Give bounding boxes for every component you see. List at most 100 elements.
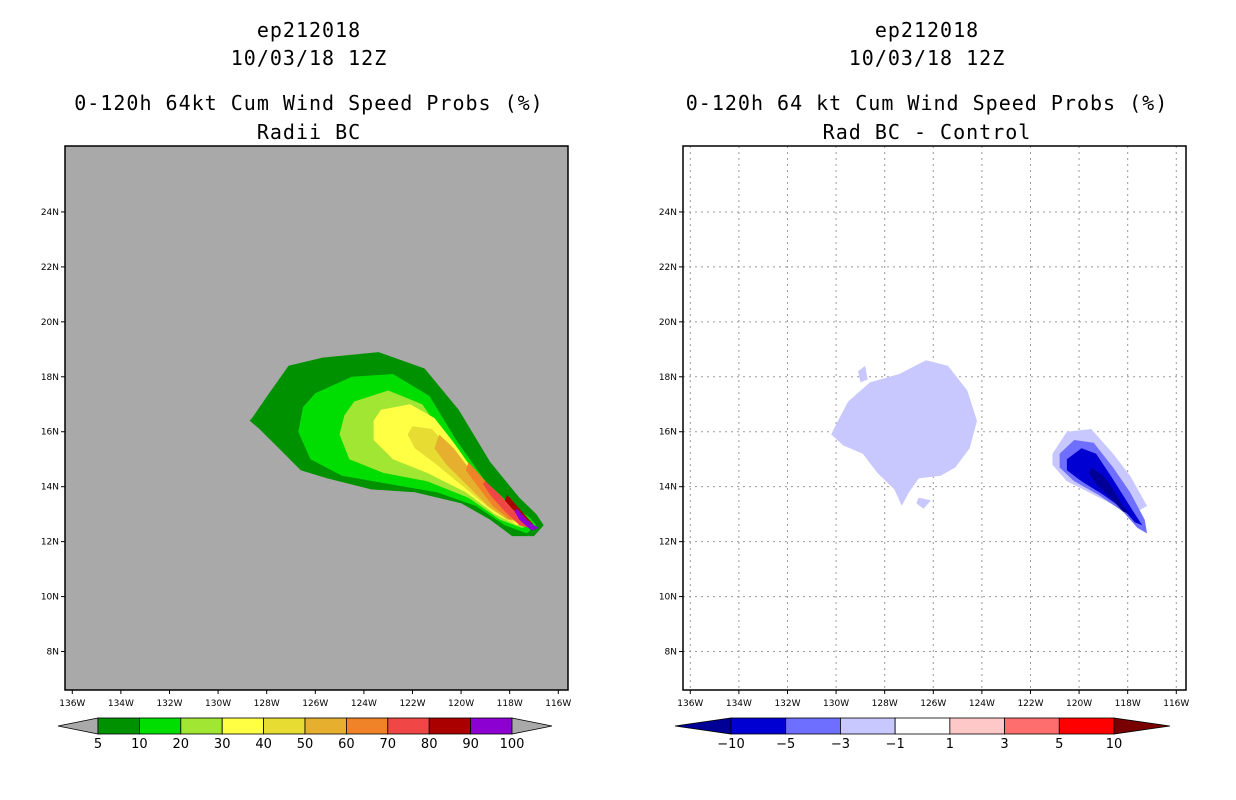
x-tick-label: 134W — [726, 699, 752, 709]
colorbar-label: −3 — [831, 737, 850, 752]
contour-level-neg1 — [858, 365, 868, 383]
right-chart-subtitle: Rad BC - Control — [822, 120, 1032, 144]
contour-fills — [249, 352, 544, 537]
colorbar-under-triangle — [674, 717, 732, 735]
colorbar-swatch — [345, 717, 389, 735]
colorbar-swatch — [470, 717, 513, 735]
right-datetime: 10/03/18 12Z — [848, 46, 1006, 70]
right-chart-title: 0-120h 64 kt Cum Wind Speed Probs (%) — [685, 91, 1169, 115]
contour-level-90 — [514, 508, 539, 531]
x-tick-label: 126W — [920, 699, 946, 709]
colorbar-label: 60 — [338, 737, 355, 752]
x-tick-label: 120W — [1066, 699, 1092, 709]
x-tick-label: 136W — [59, 699, 85, 709]
y-tick-label: 10N — [659, 593, 677, 603]
y-tick-label: 12N — [659, 538, 677, 548]
colorbar-label: −1 — [886, 737, 905, 752]
contour-level-neg1 — [916, 497, 931, 509]
colorbar-label: 40 — [255, 737, 272, 752]
colorbar-label: 1 — [946, 737, 954, 752]
x-tick-label: 116W — [1163, 699, 1189, 709]
plot-frame — [682, 145, 1187, 691]
colorbar-swatch — [263, 717, 306, 735]
x-tick-label: 132W — [774, 699, 800, 709]
x-tick-label: 128W — [872, 699, 898, 709]
colorbar-swatch — [387, 717, 430, 735]
colorbar-label: 5 — [1055, 737, 1063, 752]
y-tick-label: 14N — [659, 483, 677, 493]
colorbar-label: 5 — [94, 737, 102, 752]
colorbar-swatch — [221, 717, 264, 735]
colorbar-swatch — [138, 717, 182, 735]
colorbar-swatch — [428, 717, 472, 735]
x-tick-label: 130W — [205, 699, 231, 709]
colorbar-label: 10 — [131, 737, 148, 752]
y-tick-label: 16N — [41, 428, 59, 438]
colorbar-swatch — [1004, 717, 1060, 735]
x-tick-label: 122W — [1017, 699, 1043, 709]
y-tick-label: 12N — [41, 538, 59, 548]
colorbar: −10 −5 −3 −1 1 3 5 10 — [674, 717, 1171, 752]
colorbar-label: 80 — [421, 737, 438, 752]
colorbar-label: 100 — [500, 737, 525, 752]
right-storm-id: ep212018 — [874, 18, 980, 42]
y-tick-label: 24N — [659, 208, 677, 218]
contour-level-neg1 — [831, 360, 977, 506]
y-tick-label: 8N — [665, 648, 677, 658]
contour-fills — [831, 360, 1148, 534]
contour-level-neg10 — [1088, 467, 1131, 515]
x-tick-label: 124W — [969, 699, 995, 709]
colorbar-swatch — [97, 717, 140, 735]
y-tick-label: 22N — [659, 263, 677, 273]
y-tick-label: 20N — [41, 318, 59, 328]
colorbar-swatch — [180, 717, 223, 735]
x-tick-label: 128W — [254, 699, 280, 709]
colorbar-swatch — [1058, 717, 1115, 735]
right-panel: ep212018 10/03/18 12Z 0-120h 64 kt Cum W… — [618, 0, 1236, 800]
x-tick-label: 124W — [351, 699, 377, 709]
left-storm-id: ep212018 — [256, 18, 362, 42]
left-chart-title: 0-120h 64kt Cum Wind Speed Probs (%) — [74, 91, 544, 115]
x-tick-label: 136W — [677, 699, 703, 709]
y-tick-label: 18N — [41, 373, 59, 383]
colorbar-swatch — [304, 717, 347, 735]
y-tick-label: 8N — [47, 648, 59, 658]
colorbar-swatch — [840, 717, 896, 735]
colorbar: 5 10 20 30 40 50 60 70 80 90 100 — [57, 717, 553, 752]
y-tick-label: 10N — [41, 593, 59, 603]
y-tick-label: 18N — [659, 373, 677, 383]
x-tick-label: 130W — [823, 699, 849, 709]
y-tick-label: 14N — [41, 483, 59, 493]
x-tick-label: 116W — [545, 699, 571, 709]
left-panel: ep212018 10/03/18 12Z 0-120h 64kt Cum Wi… — [41, 18, 572, 752]
colorbar-label: 20 — [173, 737, 190, 752]
colorbar-swatch — [785, 717, 841, 735]
x-tick-label: 120W — [448, 699, 474, 709]
contour-level-80 — [504, 494, 534, 526]
colorbar-label: 10 — [1106, 737, 1123, 752]
colorbar-swatch — [894, 717, 951, 735]
left-datetime: 10/03/18 12Z — [230, 46, 388, 70]
colorbar-label: 70 — [380, 737, 397, 752]
colorbar-label: 90 — [462, 737, 479, 752]
x-tick-label: 118W — [1115, 699, 1141, 709]
colorbar-label: 3 — [1000, 737, 1008, 752]
y-tick-label: 24N — [41, 208, 59, 218]
y-tick-label: 16N — [659, 428, 677, 438]
colorbar-label: 30 — [214, 737, 231, 752]
left-chart-subtitle: Radii BC — [256, 120, 362, 144]
right-chart: 136W 134W 132W 130W 128W 126W 124W 122W 120W 118W… — [659, 145, 1189, 752]
x-tick-label: 132W — [156, 699, 182, 709]
colorbar-under-triangle — [57, 717, 99, 735]
colorbar-swatch — [730, 717, 787, 735]
x-tick-label: 118W — [497, 699, 523, 709]
y-tick-label: 20N — [659, 318, 677, 328]
x-tick-label: 134W — [108, 699, 134, 709]
colorbar-over-triangle — [1113, 717, 1171, 735]
colorbar-over-triangle — [511, 717, 553, 735]
colorbar-swatch — [949, 717, 1005, 735]
y-tick-label: 22N — [41, 263, 59, 273]
plot-frame — [64, 145, 569, 691]
left-chart: 136W 134W 132W 130W 128W 126W 124W 122W 120W 118W… — [41, 145, 571, 752]
x-tick-label: 126W — [302, 699, 328, 709]
